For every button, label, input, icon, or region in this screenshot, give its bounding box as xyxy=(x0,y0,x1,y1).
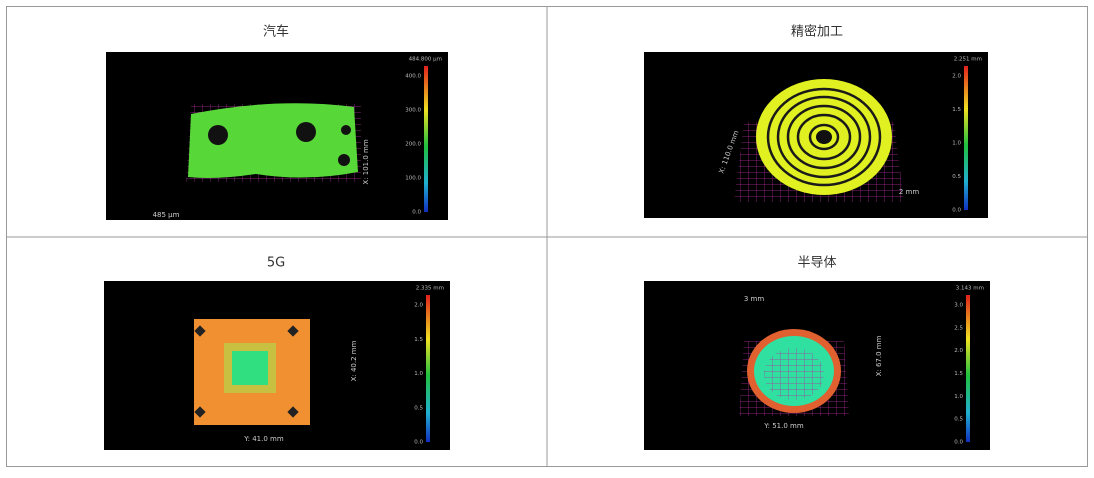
scale-tick: 0.0 xyxy=(954,440,963,446)
axis-label: 485 µm xyxy=(153,211,180,219)
scale-tick: 200.0 xyxy=(405,142,421,148)
hole xyxy=(338,154,350,166)
scale-tick: 100.0 xyxy=(405,176,421,182)
groove xyxy=(796,113,852,161)
scale-tick: 0.5 xyxy=(952,174,961,180)
center xyxy=(816,130,832,144)
scale-tick: 3.0 xyxy=(954,303,963,309)
hole xyxy=(341,125,351,135)
scale-tick: 2.0 xyxy=(952,74,961,80)
axis-label: Y: 41.0 mm xyxy=(243,435,284,443)
scale-tick: 2.0 xyxy=(414,303,423,309)
groove xyxy=(808,123,840,151)
axis-label: X: 40.2 mm xyxy=(350,340,358,381)
axis-label: Y: 51.0 mm xyxy=(763,422,804,430)
scan-image: 3.143 mm 3.0 2.5 2.0 1.5 1.0 0.5 0.0 X: 67.0 mm Y… xyxy=(644,281,990,450)
color-bar xyxy=(966,295,970,442)
groove xyxy=(776,95,872,179)
scale-tick: 1.5 xyxy=(952,107,961,113)
bore xyxy=(764,348,824,400)
scale-tick: 2.5 xyxy=(954,325,963,331)
cell-title: 精密加工 xyxy=(791,24,843,40)
scale-tick: 1.0 xyxy=(414,371,423,377)
scale-max: 2.335 mm xyxy=(416,286,444,292)
scale-tick: 300.0 xyxy=(405,108,421,114)
scale-tick: 1.0 xyxy=(954,394,963,400)
scale-tick: 0.0 xyxy=(414,440,423,446)
scale-max: 484.800 µm xyxy=(409,57,442,63)
hole xyxy=(208,125,228,145)
groove xyxy=(786,104,862,170)
axis-label: 3 mm xyxy=(744,295,764,303)
groove xyxy=(766,87,882,187)
axis-label: X: 67.0 mm xyxy=(875,335,883,376)
scale-max: 2.251 mm xyxy=(954,57,982,63)
scale-tick: 1.5 xyxy=(954,371,963,377)
scan-image: 2.251 mm2.01.51.00.50.0X: 110.0 mm2 mm xyxy=(644,52,988,218)
cell-title: 5G xyxy=(267,256,285,271)
scan-image: 2.335 mm 2.0 1.5 1.0 0.5 0.0 X: 40.2 mm Y: 41.0… xyxy=(104,281,450,450)
scale-tick: 1.5 xyxy=(414,337,423,343)
part-scan xyxy=(188,103,358,178)
cell-title: 半导体 xyxy=(797,256,836,271)
color-bar xyxy=(426,295,430,442)
axis-label: 2 mm xyxy=(899,188,919,196)
color-bar xyxy=(424,66,428,212)
scale-tick: 0.5 xyxy=(954,417,963,423)
scale-tick: 1.0 xyxy=(952,141,961,147)
scale-tick: 0.0 xyxy=(412,210,421,216)
axis-label: X: 101.0 mm xyxy=(362,139,370,184)
scale-tick: 2.0 xyxy=(954,348,963,354)
scale-max: 3.143 mm xyxy=(956,286,984,292)
hole xyxy=(296,122,316,142)
cell-title: 汽车 xyxy=(263,24,289,40)
scale-tick: 400.0 xyxy=(405,74,421,80)
scan-image: 484.800 µm 400.0 300.0 200.0 100.0 0.0 X: 101.… xyxy=(106,52,448,220)
pocket xyxy=(232,351,268,385)
scale-tick: 0.0 xyxy=(952,208,961,214)
color-bar xyxy=(964,66,968,210)
scale-tick: 0.5 xyxy=(414,405,423,411)
